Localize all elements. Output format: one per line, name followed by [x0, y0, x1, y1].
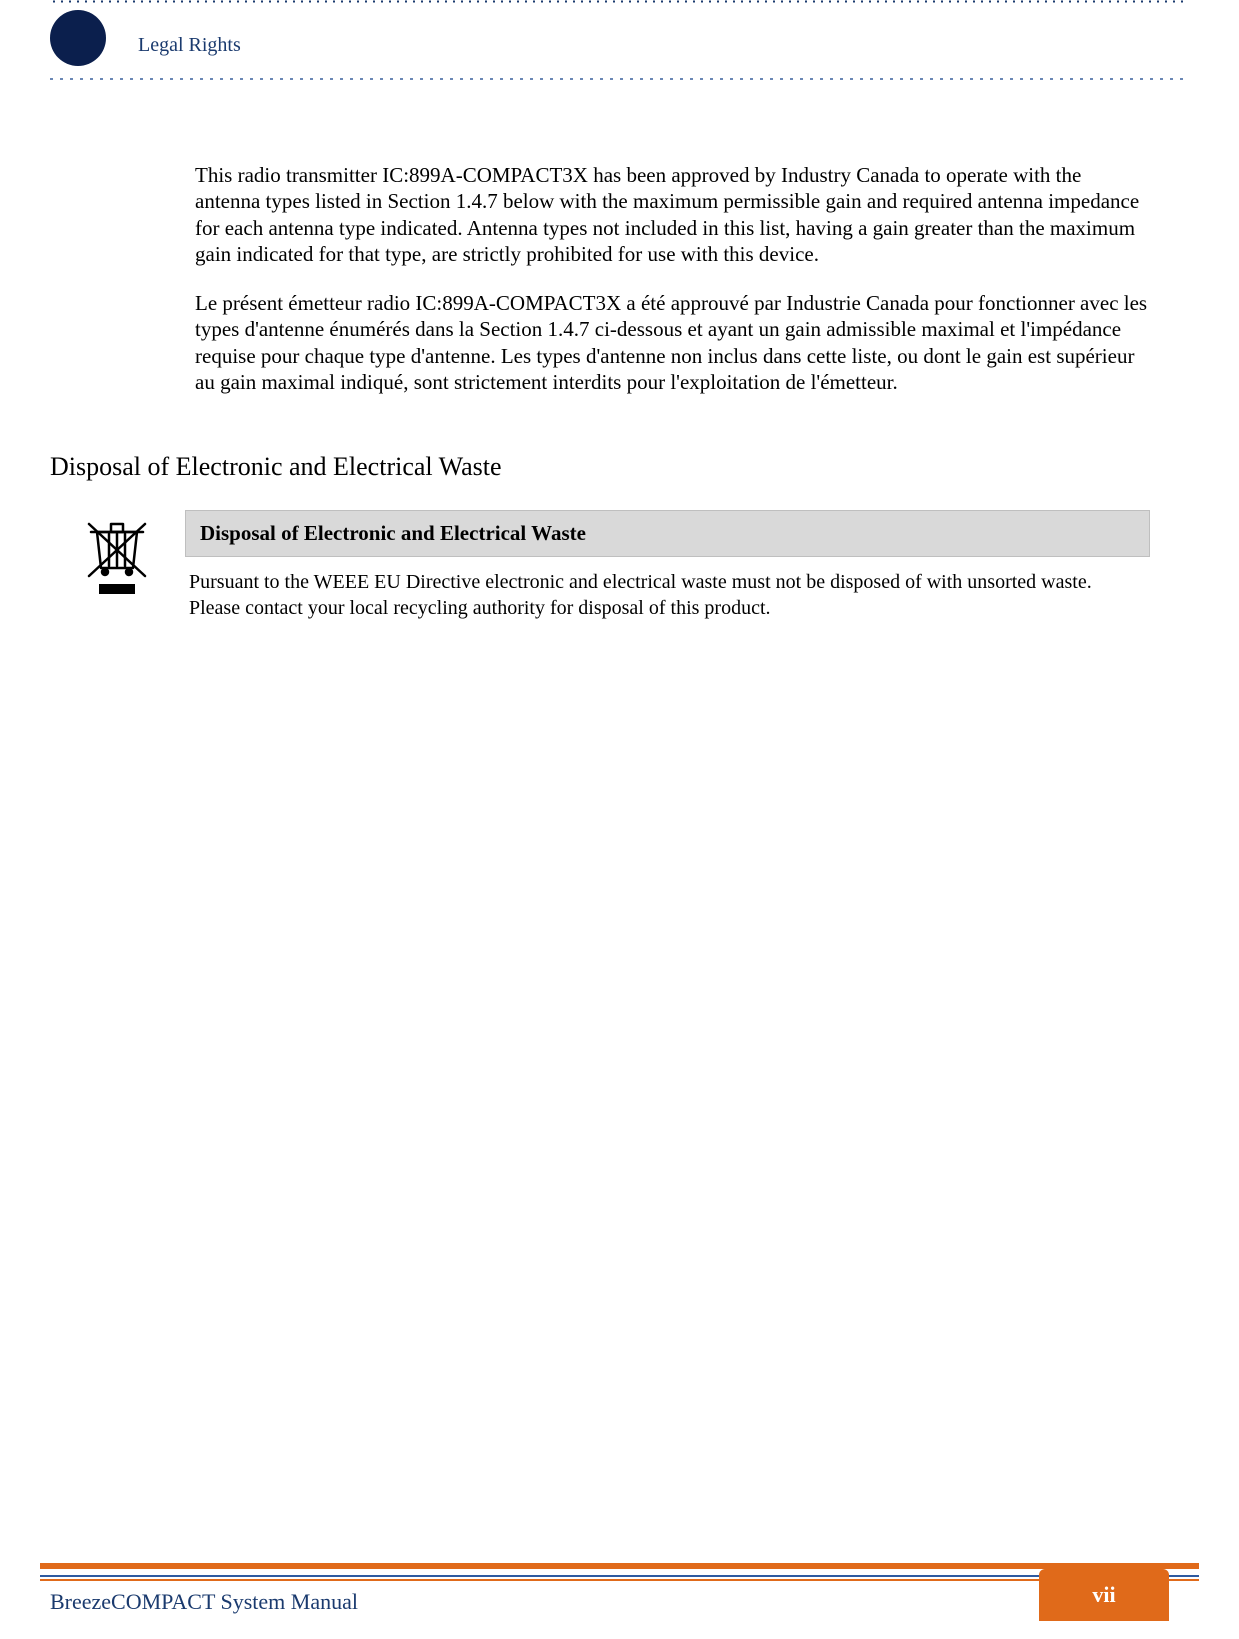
body-paragraph-english: This radio transmitter IC:899A-COMPACT3X… — [195, 162, 1150, 267]
footer-rule-orange-thick — [40, 1563, 1199, 1569]
weee-crossed-bin-icon — [85, 520, 149, 598]
footer-manual-title: BreezeCOMPACT System Manual — [50, 1589, 358, 1615]
footer-page-tab: vii — [1039, 1569, 1169, 1621]
disposal-callout: Disposal of Electronic and Electrical Wa… — [185, 510, 1150, 621]
callout-body-text: Pursuant to the WEEE EU Directive electr… — [185, 557, 1150, 621]
header-circle-graphic — [50, 10, 106, 66]
footer-rule-orange-thin — [40, 1579, 1199, 1581]
body-paragraph-french: Le présent émetteur radio IC:899A-COMPAC… — [195, 290, 1150, 395]
section-heading-disposal: Disposal of Electronic and Electrical Wa… — [50, 452, 502, 482]
header-section-label: Legal Rights — [138, 34, 241, 57]
footer-rule-blue — [40, 1575, 1199, 1577]
dashed-rule — [50, 78, 1189, 80]
page-root: Legal Rights This radio transmitter IC:8… — [0, 0, 1239, 1639]
footer-page-number: vii — [1092, 1582, 1115, 1608]
header-top-dots — [50, 0, 1189, 6]
dotted-rule-top — [50, 0, 1189, 3]
callout-title: Disposal of Electronic and Electrical Wa… — [185, 510, 1150, 557]
